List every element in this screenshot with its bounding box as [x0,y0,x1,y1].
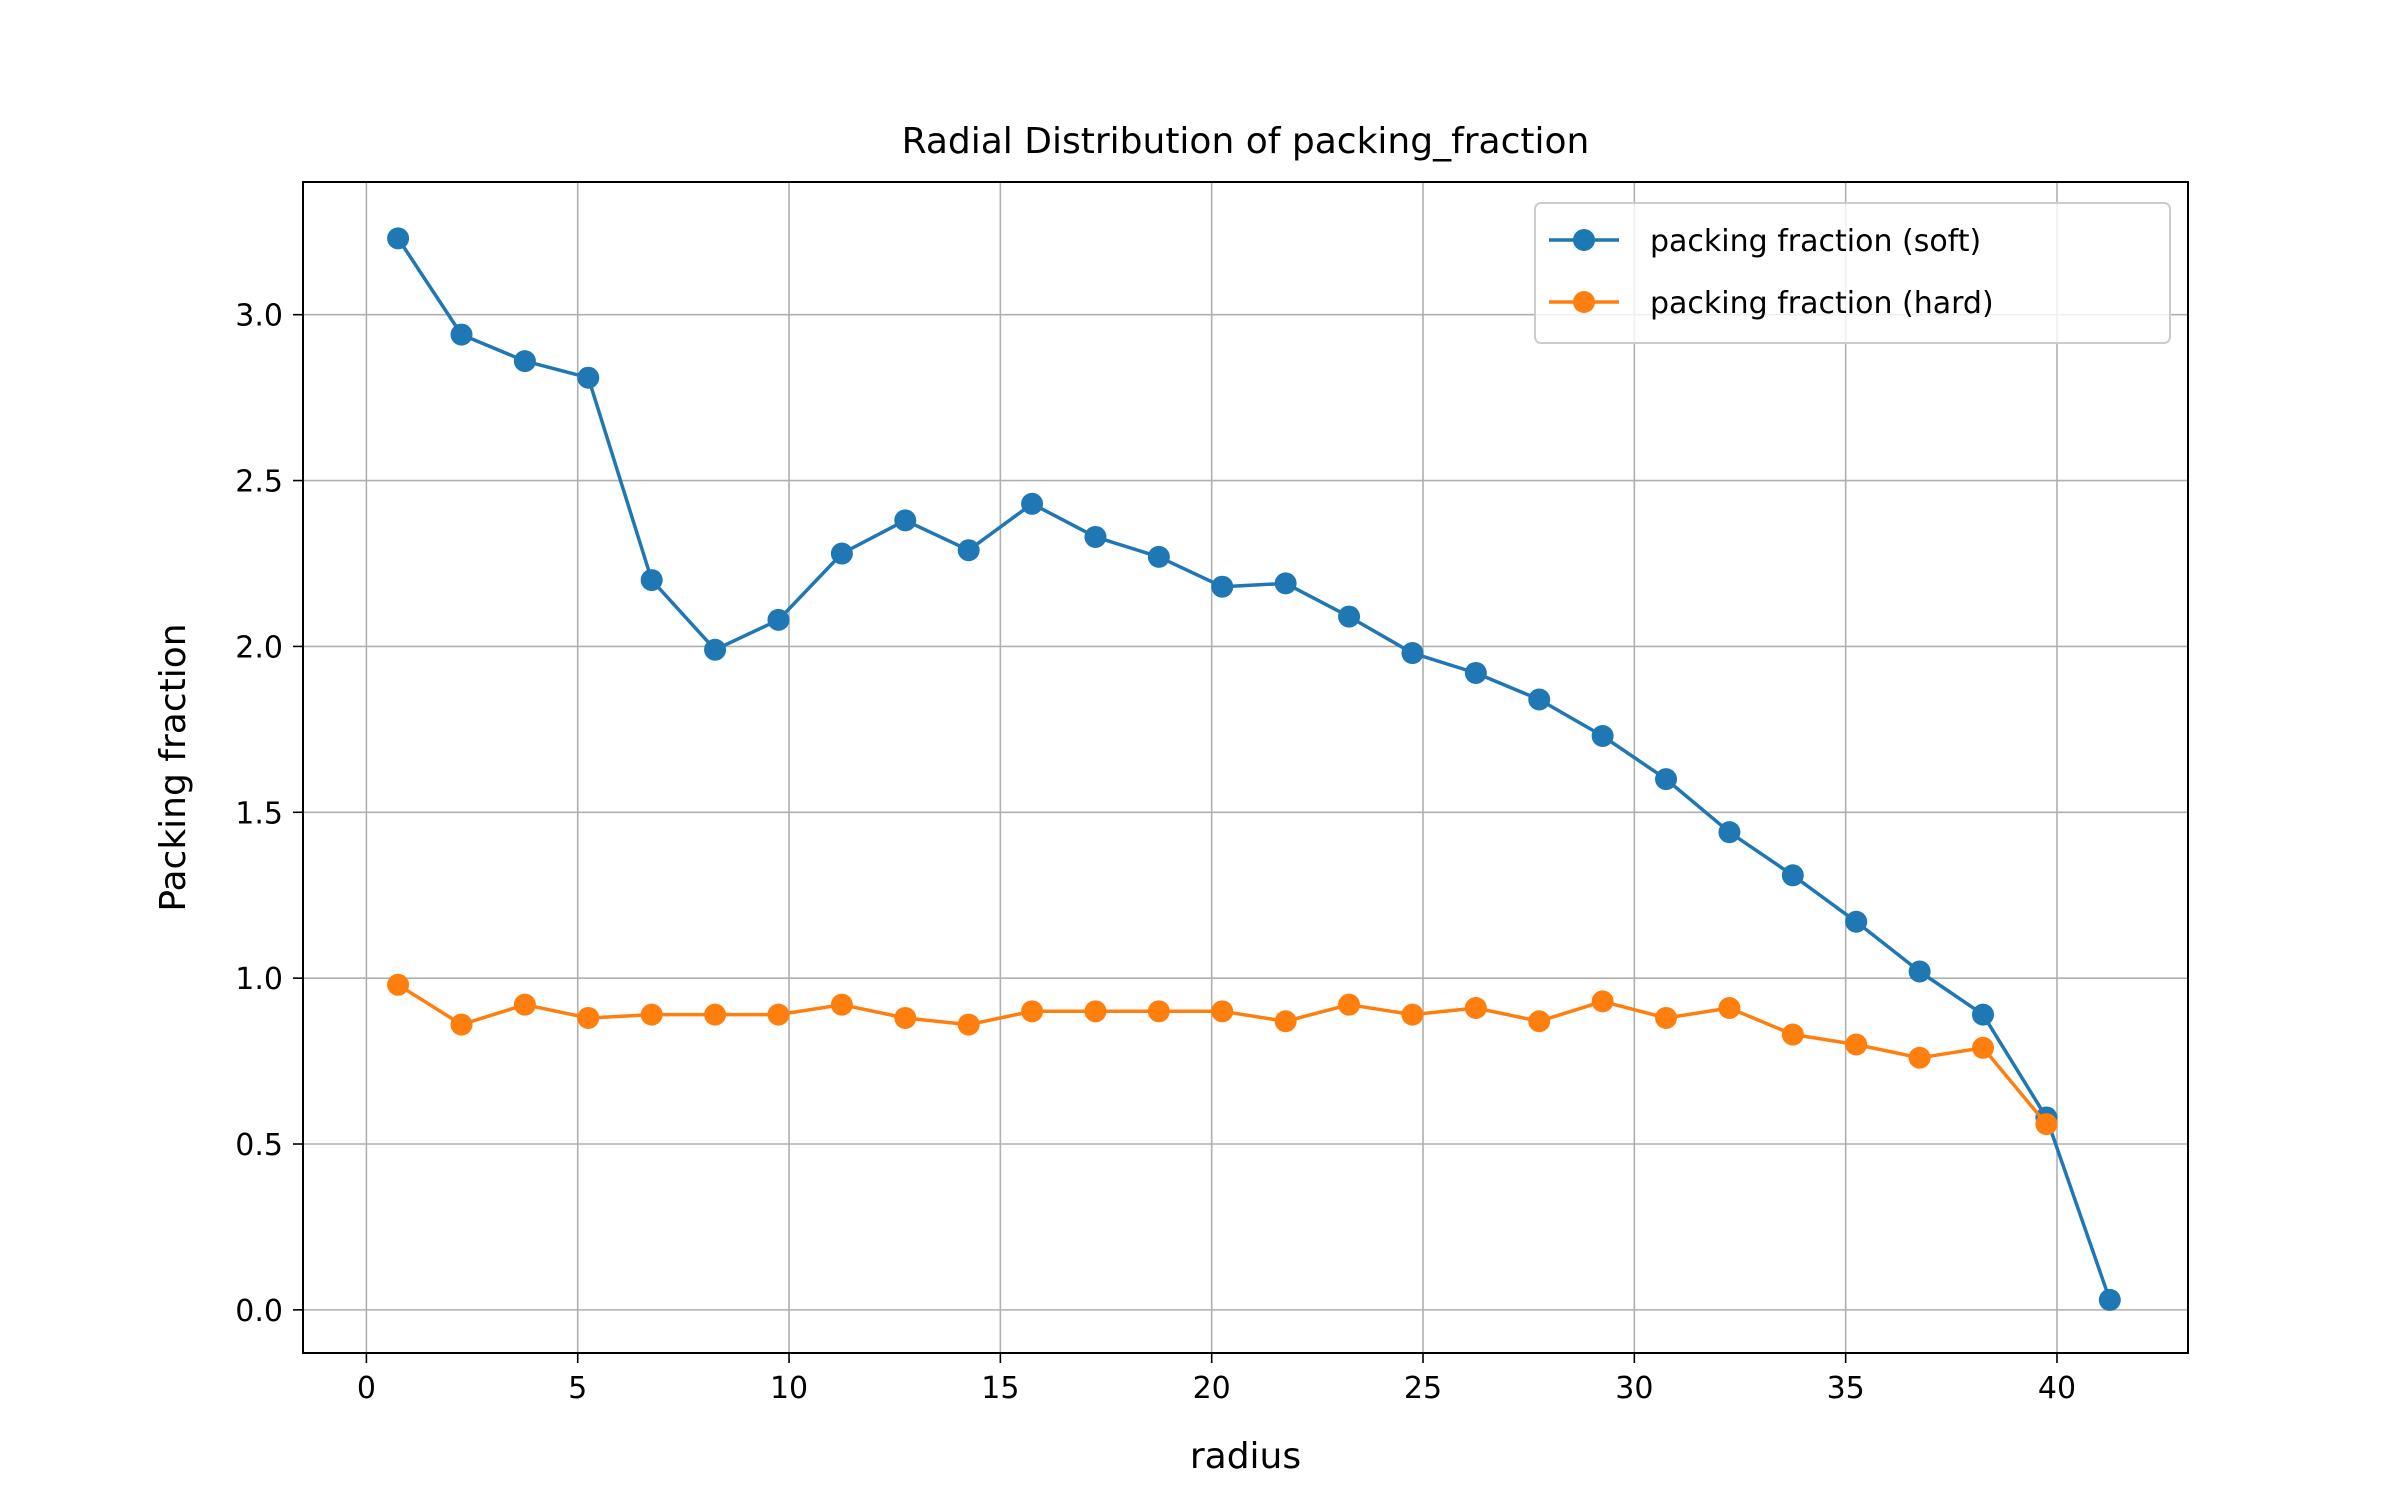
data-point [1845,910,1868,933]
data-point [1781,1023,1804,1046]
data-point [1781,864,1804,887]
y-tick-label: 2.0 [235,630,283,665]
legend: packing fraction (soft) packing fraction … [1534,202,2171,344]
data-point [577,366,600,389]
data-point [450,323,473,346]
legend-box [1534,202,2171,344]
legend-marker [1573,229,1595,251]
y-axis-label: Packing fraction [153,623,194,911]
data-point [640,1003,663,1026]
data-point [1084,1000,1107,1023]
legend-marker [1573,291,1595,313]
x-tick-label: 5 [568,1371,587,1406]
data-point [767,1003,790,1026]
data-point [1718,997,1741,1020]
y-tick-label: 1.0 [235,962,283,997]
x-tick-label: 0 [357,1371,376,1406]
data-point [830,993,853,1016]
data-point [1591,990,1614,1013]
data-point [1464,661,1487,684]
data-point [1147,545,1170,568]
x-tick-label: 35 [1827,1371,1865,1406]
data-point [1401,642,1424,665]
axis-ticks: 0 5 10 15 20 25 30 35 40 0.0 0.5 1.0 1.5 2.0 2.5 3.0 [235,299,2076,1406]
data-point [1274,1010,1297,1033]
data-point [704,638,727,661]
legend-label: packing fraction (soft) [1650,224,1981,259]
data-point [513,350,536,373]
series-soft [387,227,2121,1311]
data-point [1845,1033,1868,1056]
plot-series [387,227,2121,1311]
data-point [1718,821,1741,844]
data-point [1021,1000,1044,1023]
data-point [1338,605,1361,628]
grid-lines [303,182,2188,1353]
series-hard [387,973,2058,1136]
x-tick-label: 25 [1404,1371,1442,1406]
data-point [957,1013,980,1036]
data-point [1211,575,1234,598]
data-point [387,973,410,996]
data-point [2035,1113,2058,1136]
data-point [1908,1046,1931,1069]
data-point [577,1006,600,1029]
data-point [1211,1000,1234,1023]
data-point [1972,1036,1995,1059]
data-point [1338,993,1361,1016]
x-tick-label: 15 [981,1371,1019,1406]
y-tick-label: 0.0 [235,1294,283,1329]
data-point [387,227,410,250]
y-tick-label: 1.5 [235,796,283,831]
x-tick-label: 30 [1615,1371,1653,1406]
legend-label: packing fraction (hard) [1650,286,1994,321]
data-point [1591,724,1614,747]
y-tick-label: 3.0 [235,299,283,334]
data-point [1655,1006,1678,1029]
series-line [396,237,2112,1301]
data-point [1972,1003,1995,1026]
x-tick-label: 40 [2038,1371,2076,1406]
y-tick-label: 2.5 [235,465,283,500]
data-point [957,539,980,562]
data-point [1401,1003,1424,1026]
x-tick-label: 20 [1193,1371,1231,1406]
data-point [1528,688,1551,711]
data-point [450,1013,473,1036]
data-point [894,509,917,532]
data-point [1147,1000,1170,1023]
data-point [1084,525,1107,548]
data-point [1464,997,1487,1020]
data-point [2098,1288,2121,1311]
data-point [1274,572,1297,595]
data-point [894,1006,917,1029]
data-point [1528,1010,1551,1033]
data-point [1908,960,1931,983]
chart-title: Radial Distribution of packing_fraction [902,121,1590,162]
data-point [1655,768,1678,791]
x-axis-label: radius [1190,1436,1301,1477]
data-point [1021,492,1044,515]
x-tick-label: 10 [770,1371,808,1406]
data-point [830,542,853,565]
plot-frame [302,181,2189,1354]
data-point [704,1003,727,1026]
y-tick-label: 0.5 [235,1128,283,1163]
data-point [513,993,536,1016]
data-point [767,608,790,631]
data-point [640,569,663,592]
